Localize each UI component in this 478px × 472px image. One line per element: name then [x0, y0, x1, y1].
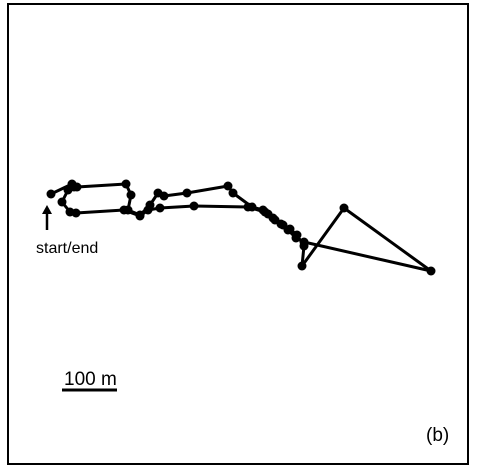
start-end-label: start/end: [36, 240, 99, 257]
track-point: [243, 202, 253, 212]
track-point: [299, 237, 309, 247]
track-point: [268, 213, 278, 223]
track-point: [126, 190, 136, 200]
track-point: [57, 197, 67, 207]
track-points: [46, 179, 436, 276]
track-point: [223, 181, 233, 191]
figure-panel: [7, 3, 469, 465]
track-point: [228, 188, 238, 198]
track-point: [121, 179, 131, 189]
track-point: [159, 191, 169, 201]
track-point: [65, 207, 75, 217]
track-point: [143, 205, 153, 215]
track-point: [260, 207, 270, 217]
start-arrow-icon: [42, 205, 52, 230]
track-point: [283, 225, 293, 235]
track-line: [50, 182, 433, 273]
track-point: [155, 203, 165, 213]
track-point: [135, 211, 145, 221]
track-point: [426, 266, 436, 276]
track-point: [46, 189, 56, 199]
track-point: [69, 182, 79, 192]
track-point: [276, 219, 286, 229]
track-point: [297, 261, 307, 271]
track-point: [189, 201, 199, 211]
track-point: [182, 188, 192, 198]
track-point: [339, 203, 349, 213]
track-point: [291, 233, 301, 243]
scale-label: 100 m: [64, 369, 117, 390]
track-path: [50, 182, 433, 273]
panel-label: (b): [426, 425, 450, 446]
track-point: [119, 205, 129, 215]
